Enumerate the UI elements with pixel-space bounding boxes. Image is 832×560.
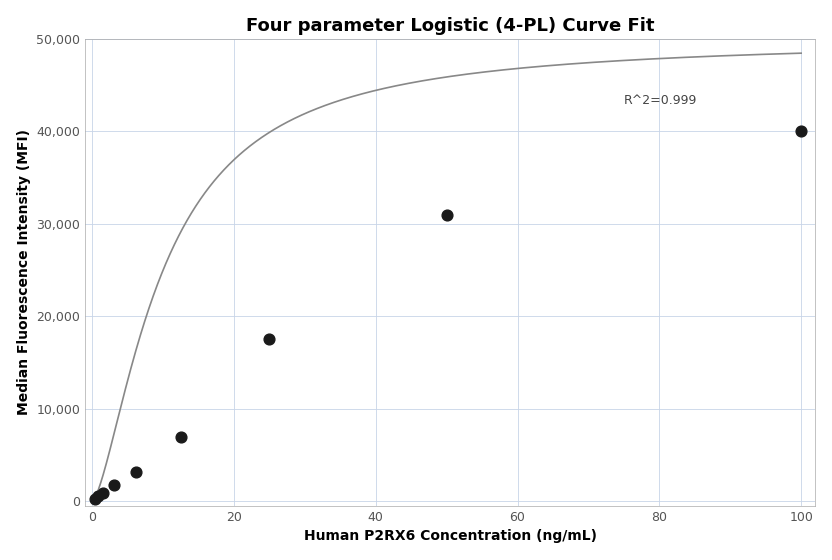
Y-axis label: Median Fluorescence Intensity (MFI): Median Fluorescence Intensity (MFI) — [17, 129, 31, 416]
Text: R^2=0.999: R^2=0.999 — [624, 94, 697, 107]
Point — [91, 491, 104, 500]
Point — [263, 335, 276, 344]
Point — [795, 127, 808, 136]
Point — [97, 488, 110, 497]
Point — [174, 432, 187, 441]
X-axis label: Human P2RX6 Concentration (ng/mL): Human P2RX6 Concentration (ng/mL) — [304, 529, 597, 543]
Point — [88, 494, 102, 503]
Point — [440, 210, 453, 219]
Title: Four parameter Logistic (4-PL) Curve Fit: Four parameter Logistic (4-PL) Curve Fit — [246, 17, 655, 35]
Point — [107, 480, 121, 489]
Point — [130, 467, 143, 476]
